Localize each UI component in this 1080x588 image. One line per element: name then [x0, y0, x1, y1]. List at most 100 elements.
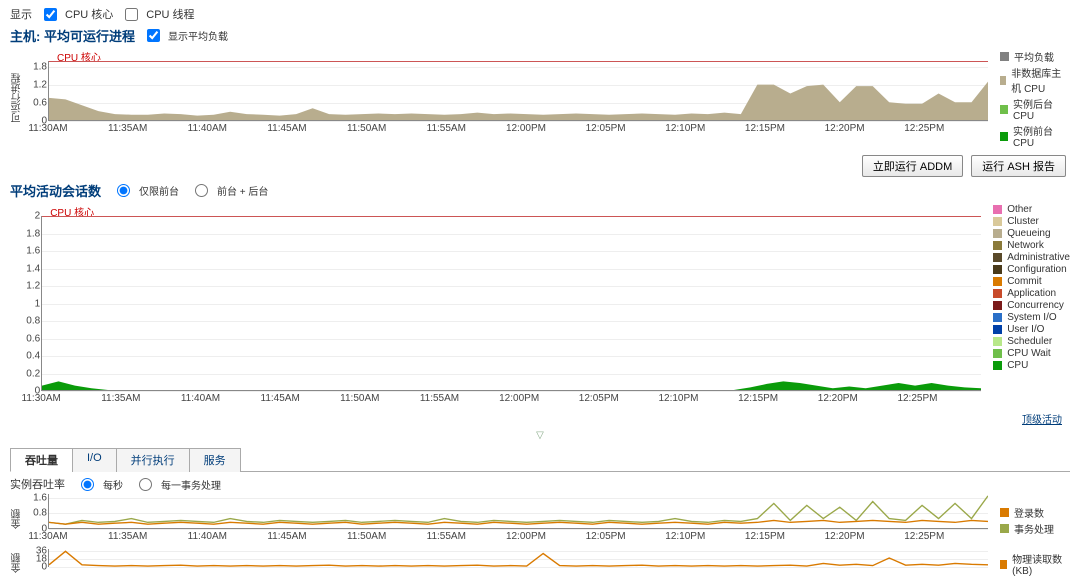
legend-label: Configuration: [1007, 264, 1066, 275]
chart3-plot: 00.81.6: [48, 494, 988, 529]
chart3-label: 实例吞吐率: [10, 476, 65, 492]
legend-label: Concurrency: [1007, 300, 1064, 311]
chart2-legend: OtherClusterQueueingNetworkAdministrativ…: [993, 202, 1070, 407]
chart4-legend: 物理读取数 (KB): [1000, 549, 1070, 577]
legend-item[interactable]: 平均负载: [1000, 49, 1070, 64]
legend-item[interactable]: Cluster: [993, 216, 1070, 227]
run-addm-button[interactable]: 立即运行 ADDM: [862, 155, 963, 177]
chart2-wrap: CPU 核心 00.20.40.60.811.21.41.61.82 11:30…: [10, 202, 1070, 407]
legend-swatch: [993, 241, 1002, 250]
legend-swatch: [1000, 524, 1009, 533]
legend-label: Commit: [1007, 276, 1041, 287]
cpu-thread-checkbox[interactable]: [125, 8, 138, 21]
legend-item[interactable]: System I/O: [993, 312, 1070, 323]
fg-only-radio[interactable]: [117, 184, 130, 197]
legend-label: Scheduler: [1007, 336, 1052, 347]
per-sec-radio[interactable]: [81, 478, 94, 491]
legend-item[interactable]: Configuration: [993, 264, 1070, 275]
legend-item[interactable]: CPU Wait: [993, 348, 1070, 359]
legend-label: Application: [1007, 288, 1056, 299]
tab-0[interactable]: 吞吐量: [10, 448, 73, 472]
chart3-xaxis: 11:30AM11:35AM11:40AM11:45AM11:50AM11:55…: [48, 531, 988, 545]
legend-item[interactable]: 事务处理: [1000, 521, 1054, 536]
legend-label: 实例前台 CPU: [1013, 123, 1070, 149]
legend-swatch: [993, 253, 1002, 262]
cpu-core-checkbox[interactable]: [44, 8, 57, 21]
legend-item[interactable]: Queueing: [993, 228, 1070, 239]
legend-swatch: [993, 217, 1002, 226]
chart2-title: 平均活动会话数: [10, 181, 101, 200]
legend-item[interactable]: Concurrency: [993, 300, 1070, 311]
report-buttons-row: 立即运行 ADDM 运行 ASH 报告: [10, 155, 1066, 177]
legend-item[interactable]: 实例后台 CPU: [1000, 96, 1070, 122]
chart3-yaxis-title: 金额: [10, 494, 24, 545]
legend-swatch: [993, 349, 1002, 358]
run-ash-button[interactable]: 运行 ASH 报告: [971, 155, 1066, 177]
fg-bg-radio[interactable]: [195, 184, 208, 197]
legend-label: Network: [1007, 240, 1044, 251]
legend-swatch: [1000, 105, 1008, 114]
legend-label: 实例后台 CPU: [1013, 96, 1070, 122]
legend-swatch: [1000, 52, 1009, 61]
tab-3[interactable]: 服务: [189, 448, 241, 472]
legend-label: 事务处理: [1014, 521, 1054, 536]
legend-label: Queueing: [1007, 228, 1050, 239]
per-sec-label: 每秒: [103, 477, 123, 492]
legend-item[interactable]: 非数据库主机 CPU: [1000, 65, 1070, 95]
tab-1[interactable]: I/O: [72, 448, 117, 472]
per-txn-radio[interactable]: [139, 478, 152, 491]
legend-item[interactable]: User I/O: [993, 324, 1070, 335]
legend-label: Cluster: [1007, 216, 1039, 227]
legend-item[interactable]: 实例前台 CPU: [1000, 123, 1070, 149]
legend-label: 登录数: [1014, 505, 1044, 520]
legend-item[interactable]: 物理读取数 (KB): [1000, 551, 1070, 577]
top-activity-link-row: 顶级活动: [18, 411, 1062, 426]
legend-swatch: [993, 325, 1002, 334]
legend-label: 平均负载: [1014, 49, 1054, 64]
chart1-legend: 平均负载非数据库主机 CPU实例后台 CPU实例前台 CPU: [1000, 47, 1070, 149]
chart1-xaxis: 11:30AM11:35AM11:40AM11:45AM11:50AM11:55…: [48, 123, 988, 137]
legend-swatch: [1000, 560, 1007, 569]
per-txn-label: 每一事务处理: [161, 477, 221, 492]
legend-swatch: [993, 313, 1002, 322]
chart1-plot: CPU 核心 00.61.21.8: [48, 61, 988, 121]
chart1-yaxis-title: 可运行进程: [10, 47, 24, 149]
legend-item[interactable]: Commit: [993, 276, 1070, 287]
chart3-wrap: 金额 00.81.6 11:30AM11:35AM11:40AM11:45AM1…: [10, 494, 1070, 545]
chart2-title-row: 平均活动会话数 仅限前台 前台 + 后台: [10, 181, 1070, 200]
legend-label: User I/O: [1007, 324, 1044, 335]
chart1-title-row: 主机: 平均可运行进程 显示平均负载: [10, 26, 1070, 45]
legend-item[interactable]: Application: [993, 288, 1070, 299]
tabs-row: 吞吐量I/O并行执行服务: [10, 447, 1070, 472]
legend-item[interactable]: Administrative: [993, 252, 1070, 263]
legend-swatch: [993, 289, 1002, 298]
top-activity-link[interactable]: 顶级活动: [1022, 415, 1062, 426]
fg-bg-label: 前台 + 后台: [217, 183, 268, 198]
tab-2[interactable]: 并行执行: [116, 448, 190, 472]
chart4-yaxis-title: 金额: [10, 549, 24, 577]
fg-only-label: 仅限前台: [139, 183, 179, 198]
legend-swatch: [993, 265, 1002, 274]
legend-swatch: [1000, 76, 1006, 85]
chart4-wrap: 金额 01836 物理读取数 (KB): [10, 549, 1070, 577]
separator-icon: ▽: [10, 430, 1070, 441]
legend-item[interactable]: 登录数: [1000, 505, 1054, 520]
legend-item[interactable]: CPU: [993, 360, 1070, 371]
legend-label: CPU Wait: [1007, 348, 1051, 359]
legend-item[interactable]: Network: [993, 240, 1070, 251]
legend-label: 非数据库主机 CPU: [1011, 65, 1070, 95]
legend-item[interactable]: Other: [993, 204, 1070, 215]
legend-swatch: [993, 301, 1002, 310]
show-avg-load-label: 显示平均负载: [168, 28, 228, 43]
chart4-plot: 01836: [48, 549, 988, 567]
chart2-xaxis: 11:30AM11:35AM11:40AM11:45AM11:50AM11:55…: [41, 393, 981, 407]
legend-swatch: [993, 361, 1002, 370]
cpu-core-label: CPU 核心: [65, 6, 113, 22]
legend-swatch: [1000, 132, 1008, 141]
show-avg-load-checkbox[interactable]: [147, 29, 160, 42]
legend-label: Administrative: [1007, 252, 1070, 263]
chart3-options-row: 实例吞吐率 每秒 每一事务处理: [10, 476, 1070, 492]
legend-item[interactable]: Scheduler: [993, 336, 1070, 347]
cpu-thread-label: CPU 线程: [146, 6, 194, 22]
legend-swatch: [1000, 508, 1009, 517]
